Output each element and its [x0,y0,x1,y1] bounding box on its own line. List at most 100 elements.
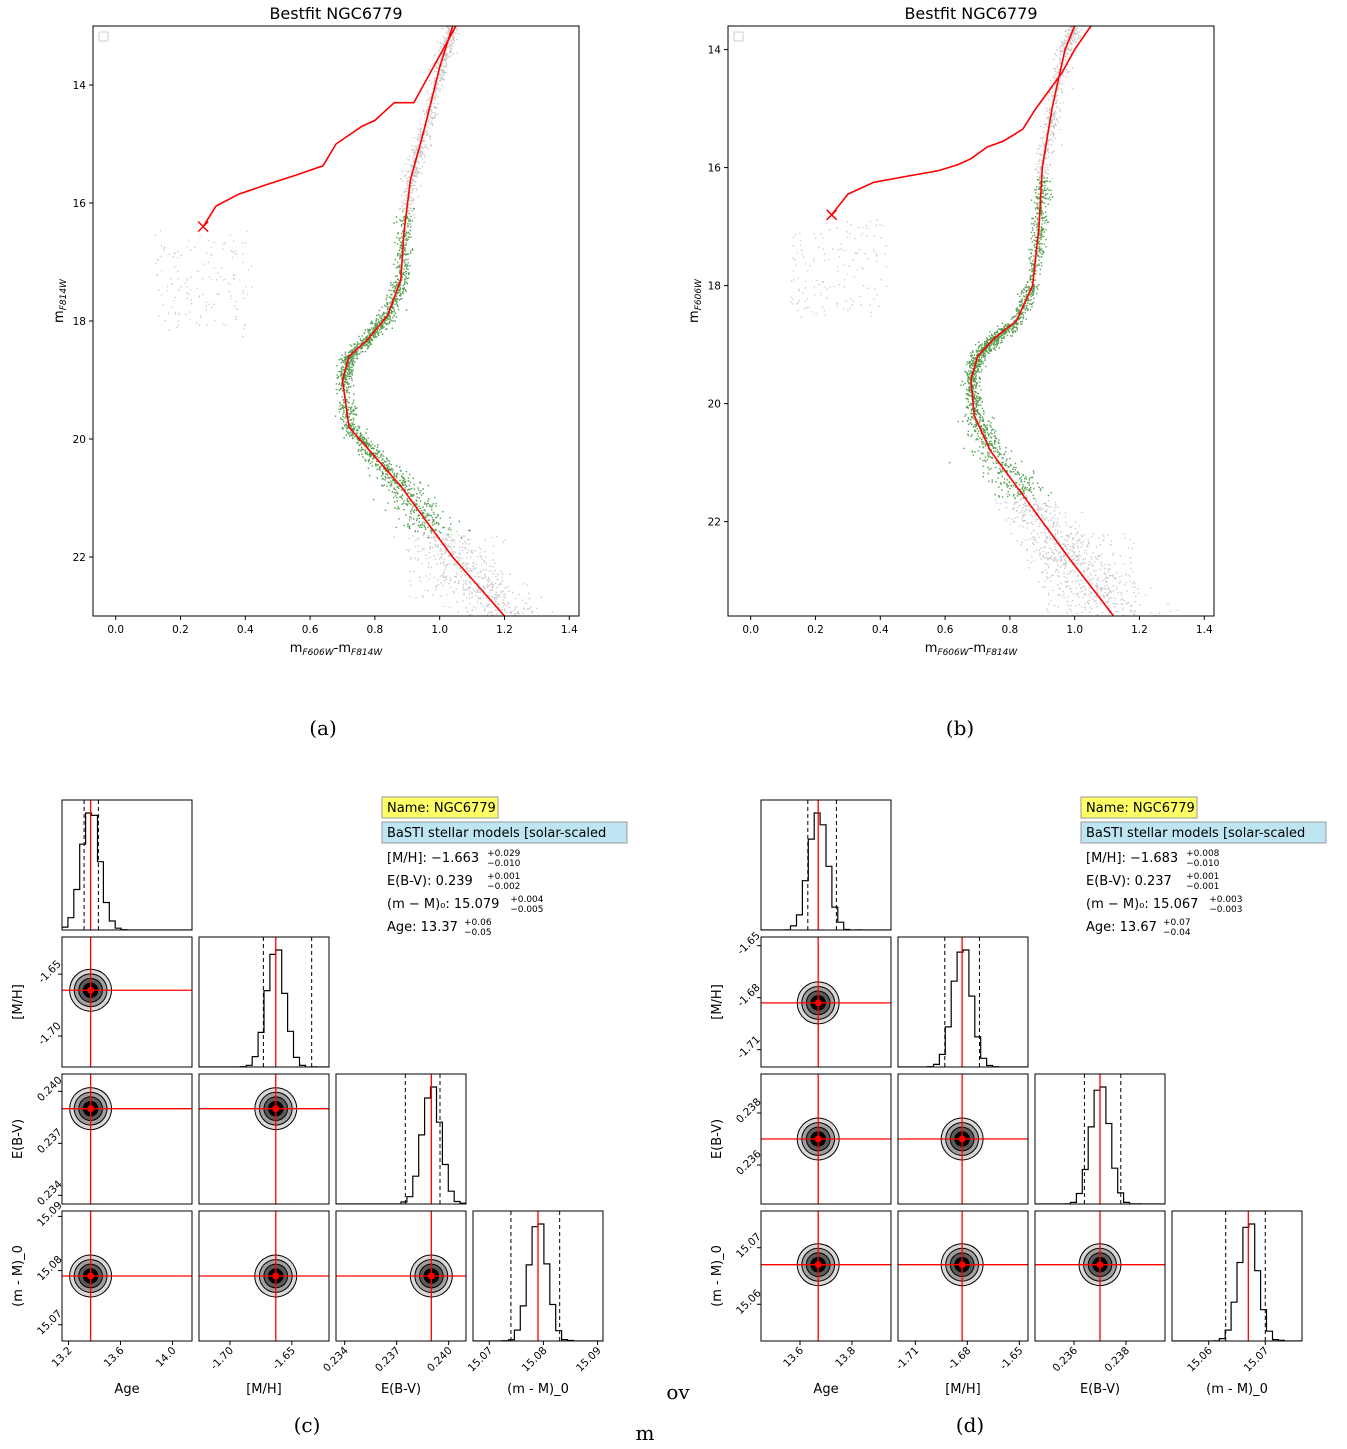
x-axis-label: [M/H] [246,1382,282,1397]
cell-content [761,937,891,1067]
y-tick-label: 22 [73,552,86,564]
cell-content [1035,1211,1165,1341]
x-axis-label: mF606W-mF814W [925,641,1019,658]
cell-frame [198,1210,330,1342]
cell-frame [335,1210,467,1342]
cell-content [761,800,891,930]
cell-frame [897,936,1029,1068]
model-badge-text: BaSTI stellar models [solar-scaled [387,826,606,841]
x-tick-label: -1.65 [998,1345,1026,1373]
truth-point [272,1272,280,1280]
x-tick-label: 0.0 [742,624,759,636]
x-axis-label: Age [114,1382,139,1397]
cell-content [336,1074,466,1204]
selected-stars [334,207,471,539]
x-tick-label: 15.07 [466,1345,496,1375]
y-tick-label: 15.06 [734,1287,764,1317]
contour-cell: -1.65 -1.70 [M/H] [11,936,193,1068]
param-lower-error: −0.005 [510,905,543,915]
x-tick-label: 15.06 [1185,1344,1215,1374]
x-axis-label: (m - M)_0 [507,1382,569,1397]
y-axis-label-sub: F606W [694,278,704,310]
truth-point [87,1272,95,1280]
contour-cell: -1.71 -1.68 -1.65 [M/H] [894,1210,1029,1397]
x-tick-label: 1.2 [496,624,513,636]
x-tick-label: 0.0 [107,624,124,636]
legend-box [98,31,109,42]
x-tick-label: -1.71 [894,1345,922,1373]
cell-content [761,1074,891,1204]
truth-point [814,1261,822,1269]
cell-content [1035,1074,1165,1204]
param-value: [M/H]: −1.683 [1086,851,1178,866]
param-value: E(B-V): 0.239 [387,874,473,889]
y-tick-label: -1.65 [36,958,64,986]
isochrone-hb-agb [202,26,457,228]
param-upper-error: +0.07 [1163,918,1191,928]
y-tick-label: 14 [708,45,722,57]
param-upper-error: +0.003 [1209,895,1242,905]
info-param-line: Age: 13.67 [1086,920,1157,935]
cell-frame [61,1073,193,1205]
corner-panel-c: -1.65 -1.70 [M/H] 0.240 0.237 0.234 E(B-V) 13.2… [11,796,628,1397]
contour-cell: 0.240 0.237 0.234 E(B-V) [11,1073,193,1208]
caption-c: (c) [294,1413,321,1437]
y-axis-label-part: m [52,310,67,323]
param-lower-error: −0.003 [1209,905,1242,915]
cell-frame [760,936,892,1068]
x-tick-label: 0.240 [425,1345,455,1375]
x-tick-label: 0.234 [321,1344,351,1374]
x-tick-label: 1.0 [431,624,448,636]
x-axis-label-part: -m [334,641,351,656]
histogram-cell [198,936,330,1068]
isochrone-ms-rgb [970,26,1115,616]
param-lower-error: −0.010 [1186,859,1220,869]
histogram-cell [760,799,892,931]
stray-text-m: m [636,1421,655,1445]
y-tick-label: 0.240 [35,1074,65,1104]
cell-content [1172,1211,1302,1341]
param-value: Age: 13.67 [1086,920,1157,935]
cell-content [199,937,329,1067]
y-tick-label: 15.08 [35,1254,65,1284]
cell-frame [472,1210,604,1342]
x-tick-label: 0.2 [807,624,824,636]
x-axis-label-sub: F814W [986,648,1018,658]
param-lower-error: −0.04 [1163,928,1191,938]
field-stars [154,26,554,616]
truth-point [1096,1261,1104,1269]
cell-frame [897,1210,1029,1342]
x-tick-label: 1.4 [561,624,578,636]
param-upper-error: +0.008 [1186,849,1220,859]
param-upper-error: +0.001 [487,872,520,882]
histogram-step [336,1086,466,1204]
histogram-step [62,812,192,930]
histogram-step [199,949,329,1067]
y-axis-label-sub: F814W [59,278,69,310]
contour-cell: -1.70 -1.65 [M/H] [198,1210,330,1397]
contour-cell: 0.234 0.237 0.240 E(B-V) [321,1210,467,1397]
cell-frame [61,799,193,931]
x-tick-label: 1.4 [1196,624,1213,636]
cell-frame [198,1073,330,1205]
truth-point [814,1135,822,1143]
name-badge-text: Name: NGC6779 [1086,801,1195,816]
info-param-line: Age: 13.37 [387,920,458,935]
cell-content [898,1074,1028,1204]
x-tick-label: 13.8 [833,1345,858,1370]
x-tick-label: 0.6 [302,624,319,636]
model-badge-text: BaSTI stellar models [solar-scaled [1086,826,1305,841]
param-lower-error: −0.010 [487,859,521,869]
cell-frame [198,936,330,1068]
contour-cell: 0.238 0.236 E(B-V) [710,1073,892,1205]
y-axis-label: [M/H] [11,984,26,1020]
x-tick-label: 0.8 [1002,624,1019,636]
name-badge-bg [381,796,499,819]
x-tick-label: 1.0 [1066,624,1083,636]
x-tick-label: 13.6 [781,1344,806,1369]
y-tick-label: 18 [73,316,86,328]
caption-b: (b) [946,716,974,740]
cell-content [199,1211,329,1341]
info-param-line: [M/H]: −1.683 [1086,851,1178,866]
x-tick-label: 0.8 [367,624,384,636]
